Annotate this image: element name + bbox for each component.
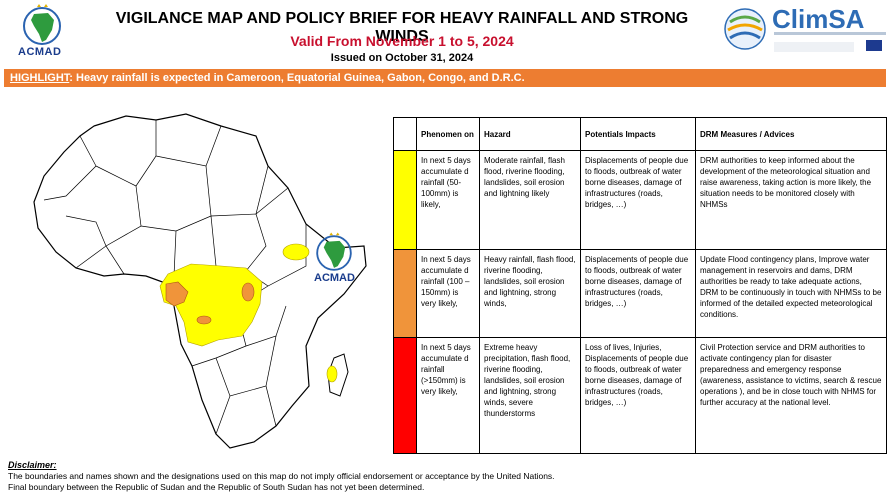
disclaimer-title: Disclaimer:	[8, 460, 57, 470]
phenomenon-cell: In next 5 days accumulate d rainfall (>1…	[416, 337, 480, 454]
rainfall-100-150mm-zone	[165, 281, 255, 325]
africa-globe-icon	[23, 4, 61, 45]
hazard-cell: Extreme heavy precipitation, flash flood…	[479, 337, 581, 454]
page-title: VIGILANCE MAP AND POLICY BRIEF FOR HEAVY…	[115, 10, 689, 45]
climsa-tagline	[774, 32, 886, 35]
climsa-globe-icon	[724, 8, 766, 50]
color-swatch-yellow	[393, 150, 417, 250]
phenomenon-cell: In next 5 days accumulate d rainfall (10…	[416, 249, 480, 338]
disclaimer: Disclaimer: The boundaries and names sho…	[8, 460, 888, 493]
africa-map	[33, 113, 367, 449]
table-row: In next 5 days accumulate d rainfall (50…	[393, 150, 887, 250]
table-row: In next 5 days accumulate d rainfall (10…	[393, 249, 887, 338]
policy-brief-table: Phenomen on Hazard Potentials Impacts DR…	[393, 117, 887, 454]
highlight-bar: HIGHLIGHT: Heavy rainfall is expected in…	[4, 69, 886, 87]
disclaimer-line-2: Final boundary between the Republic of S…	[8, 482, 425, 492]
hazard-cell: Heavy rainfall, flash flood, riverine fl…	[479, 249, 581, 338]
phenomenon-cell: In next 5 days accumulate d rainfall (50…	[416, 150, 480, 250]
eu-flag-icon	[866, 40, 882, 51]
climsa-partner-text	[774, 42, 854, 52]
climsa-logo-text: ClimSA	[772, 4, 865, 34]
map-logo-text: ACMAD	[314, 272, 355, 284]
header-color-cell	[393, 117, 417, 151]
highlight-text: : Heavy rainfall is expected in Cameroon…	[69, 72, 525, 84]
highlight-label: HIGHLIGHT	[10, 72, 70, 84]
disclaimer-line-1: The boundaries and names shown and the d…	[8, 471, 555, 481]
climsa-logo: ClimSA	[718, 2, 890, 62]
color-swatch-orange	[393, 249, 417, 338]
impacts-cell: Loss of lives, Injuries, Displacements o…	[580, 337, 696, 454]
header-hazard: Hazard	[479, 117, 581, 151]
vigilance-map: ACMAD	[6, 96, 386, 456]
header-measures: DRM Measures / Advices	[695, 117, 887, 151]
valid-period: Valid From November 1 to 5, 2024	[290, 33, 514, 49]
measures-cell: DRM authorities to keep informed about t…	[695, 150, 887, 250]
table-header-row: Phenomen on Hazard Potentials Impacts DR…	[393, 117, 887, 151]
measures-cell: Civil Protection service and DRM authori…	[695, 337, 887, 454]
africa-globe-icon	[316, 232, 352, 271]
map-acmad-logo: ACMAD	[306, 232, 376, 288]
impacts-cell: Displacements of people due to floods, o…	[580, 249, 696, 338]
table-row: In next 5 days accumulate d rainfall (>1…	[393, 337, 887, 454]
impacts-cell: Displacements of people due to floods, o…	[580, 150, 696, 250]
acmad-logo-text: ACMAD	[18, 46, 62, 58]
header-impacts: Potentials Impacts	[580, 117, 696, 151]
header-phenomenon: Phenomen on	[416, 117, 480, 151]
issued-date: Issued on October 31, 2024	[330, 52, 474, 64]
measures-cell: Update Flood contingency plans, Improve …	[695, 249, 887, 338]
acmad-logo: ACMAD	[12, 4, 76, 60]
rainfall-50-100mm-zone	[159, 243, 338, 383]
color-swatch-red	[393, 337, 417, 454]
hazard-cell: Moderate rainfall, flash flood, riverine…	[479, 150, 581, 250]
